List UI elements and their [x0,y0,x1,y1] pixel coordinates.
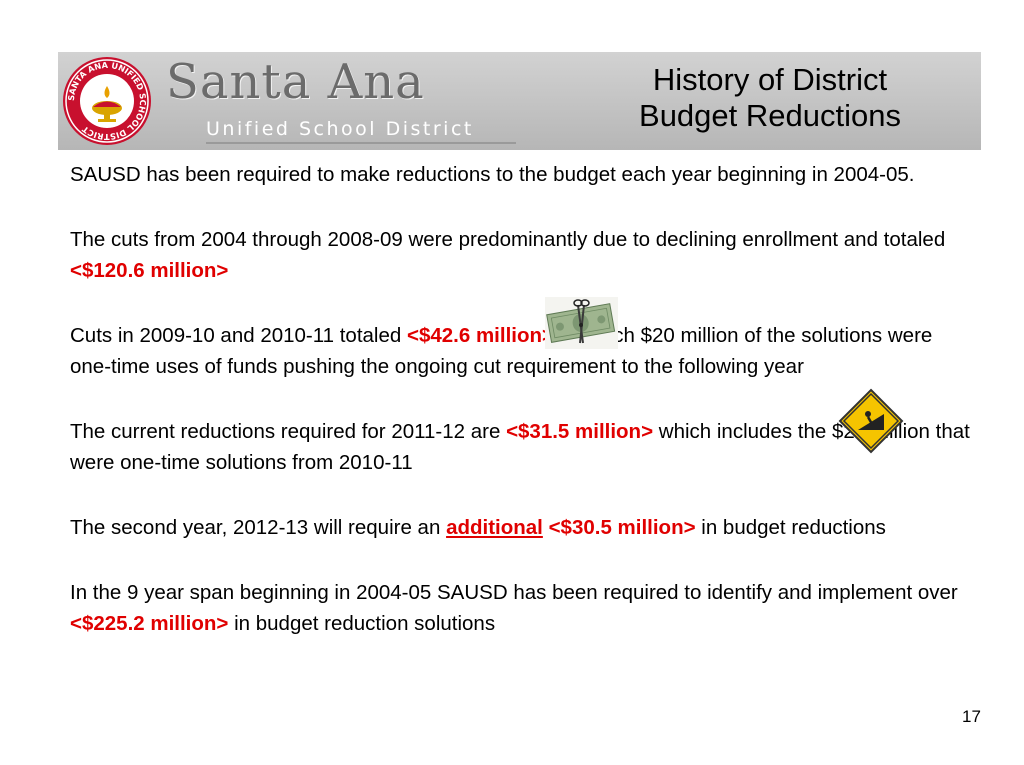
paragraph-1: SAUSD has been required to make reductio… [70,159,970,190]
slide-title-line-1: History of District [652,62,888,97]
slide-body: SAUSD has been required to make reductio… [70,159,970,673]
paragraph-4: The current reductions required for 2011… [70,416,970,478]
paragraph-4-lead: The current reductions required for 2011… [70,420,507,443]
paragraph-1-text: SAUSD has been required to make reductio… [70,163,915,186]
paragraph-3-rest: of which $20 million of the solutions we… [70,324,933,378]
district-seal-icon: SANTA ANA UNIFIED SCHOOL DISTRICT [63,57,151,145]
amount-42-6: <$42.6 million> [406,324,554,347]
paragraph-5-rest: in budget reductions [695,516,886,539]
paragraph-2-text: The cuts from 2004 through 2008-09 were … [70,228,946,251]
steep-grade-warning-sign-icon [838,388,904,454]
paragraph-3: Cuts in 2009-10 and 2010-11 totaled <$42… [70,320,970,382]
amount-31-5: <$31.5 million> [506,420,654,443]
paragraph-3-lead: Cuts in 2009-10 and 2010-11 totaled [70,324,407,347]
header-banner: SANTA ANA UNIFIED SCHOOL DISTRICT Santa … [58,52,981,150]
slide-title: History of District Budget Reductions [570,62,970,134]
amount-225-2: <$225.2 million> [70,612,229,635]
paragraph-5-lead: The second year, 2012-13 will require an [70,516,447,539]
slide-title-line-2: Budget Reductions [639,98,901,133]
paragraph-2: The cuts from 2004 through 2008-09 were … [70,224,970,286]
logo-subtitle: Unified School District [206,118,474,140]
amount-30-5: <$30.5 million> [548,516,696,539]
paragraph-6-rest: in budget reduction solutions [228,612,496,635]
logo-name: Santa Ana [166,54,425,110]
paragraph-5: The second year, 2012-13 will require an… [70,512,970,543]
paragraph-6: In the 9 year span beginning in 2004-05 … [70,577,970,639]
paragraph-6-lead: In the 9 year span beginning in 2004-05 … [70,581,958,604]
logo-underline [206,142,516,144]
additional-emphasis: additional [446,516,543,539]
amount-120-6: <$120.6 million> [70,259,229,282]
page-number: 17 [962,707,981,726]
cut-dollar-bill-icon [545,297,618,349]
